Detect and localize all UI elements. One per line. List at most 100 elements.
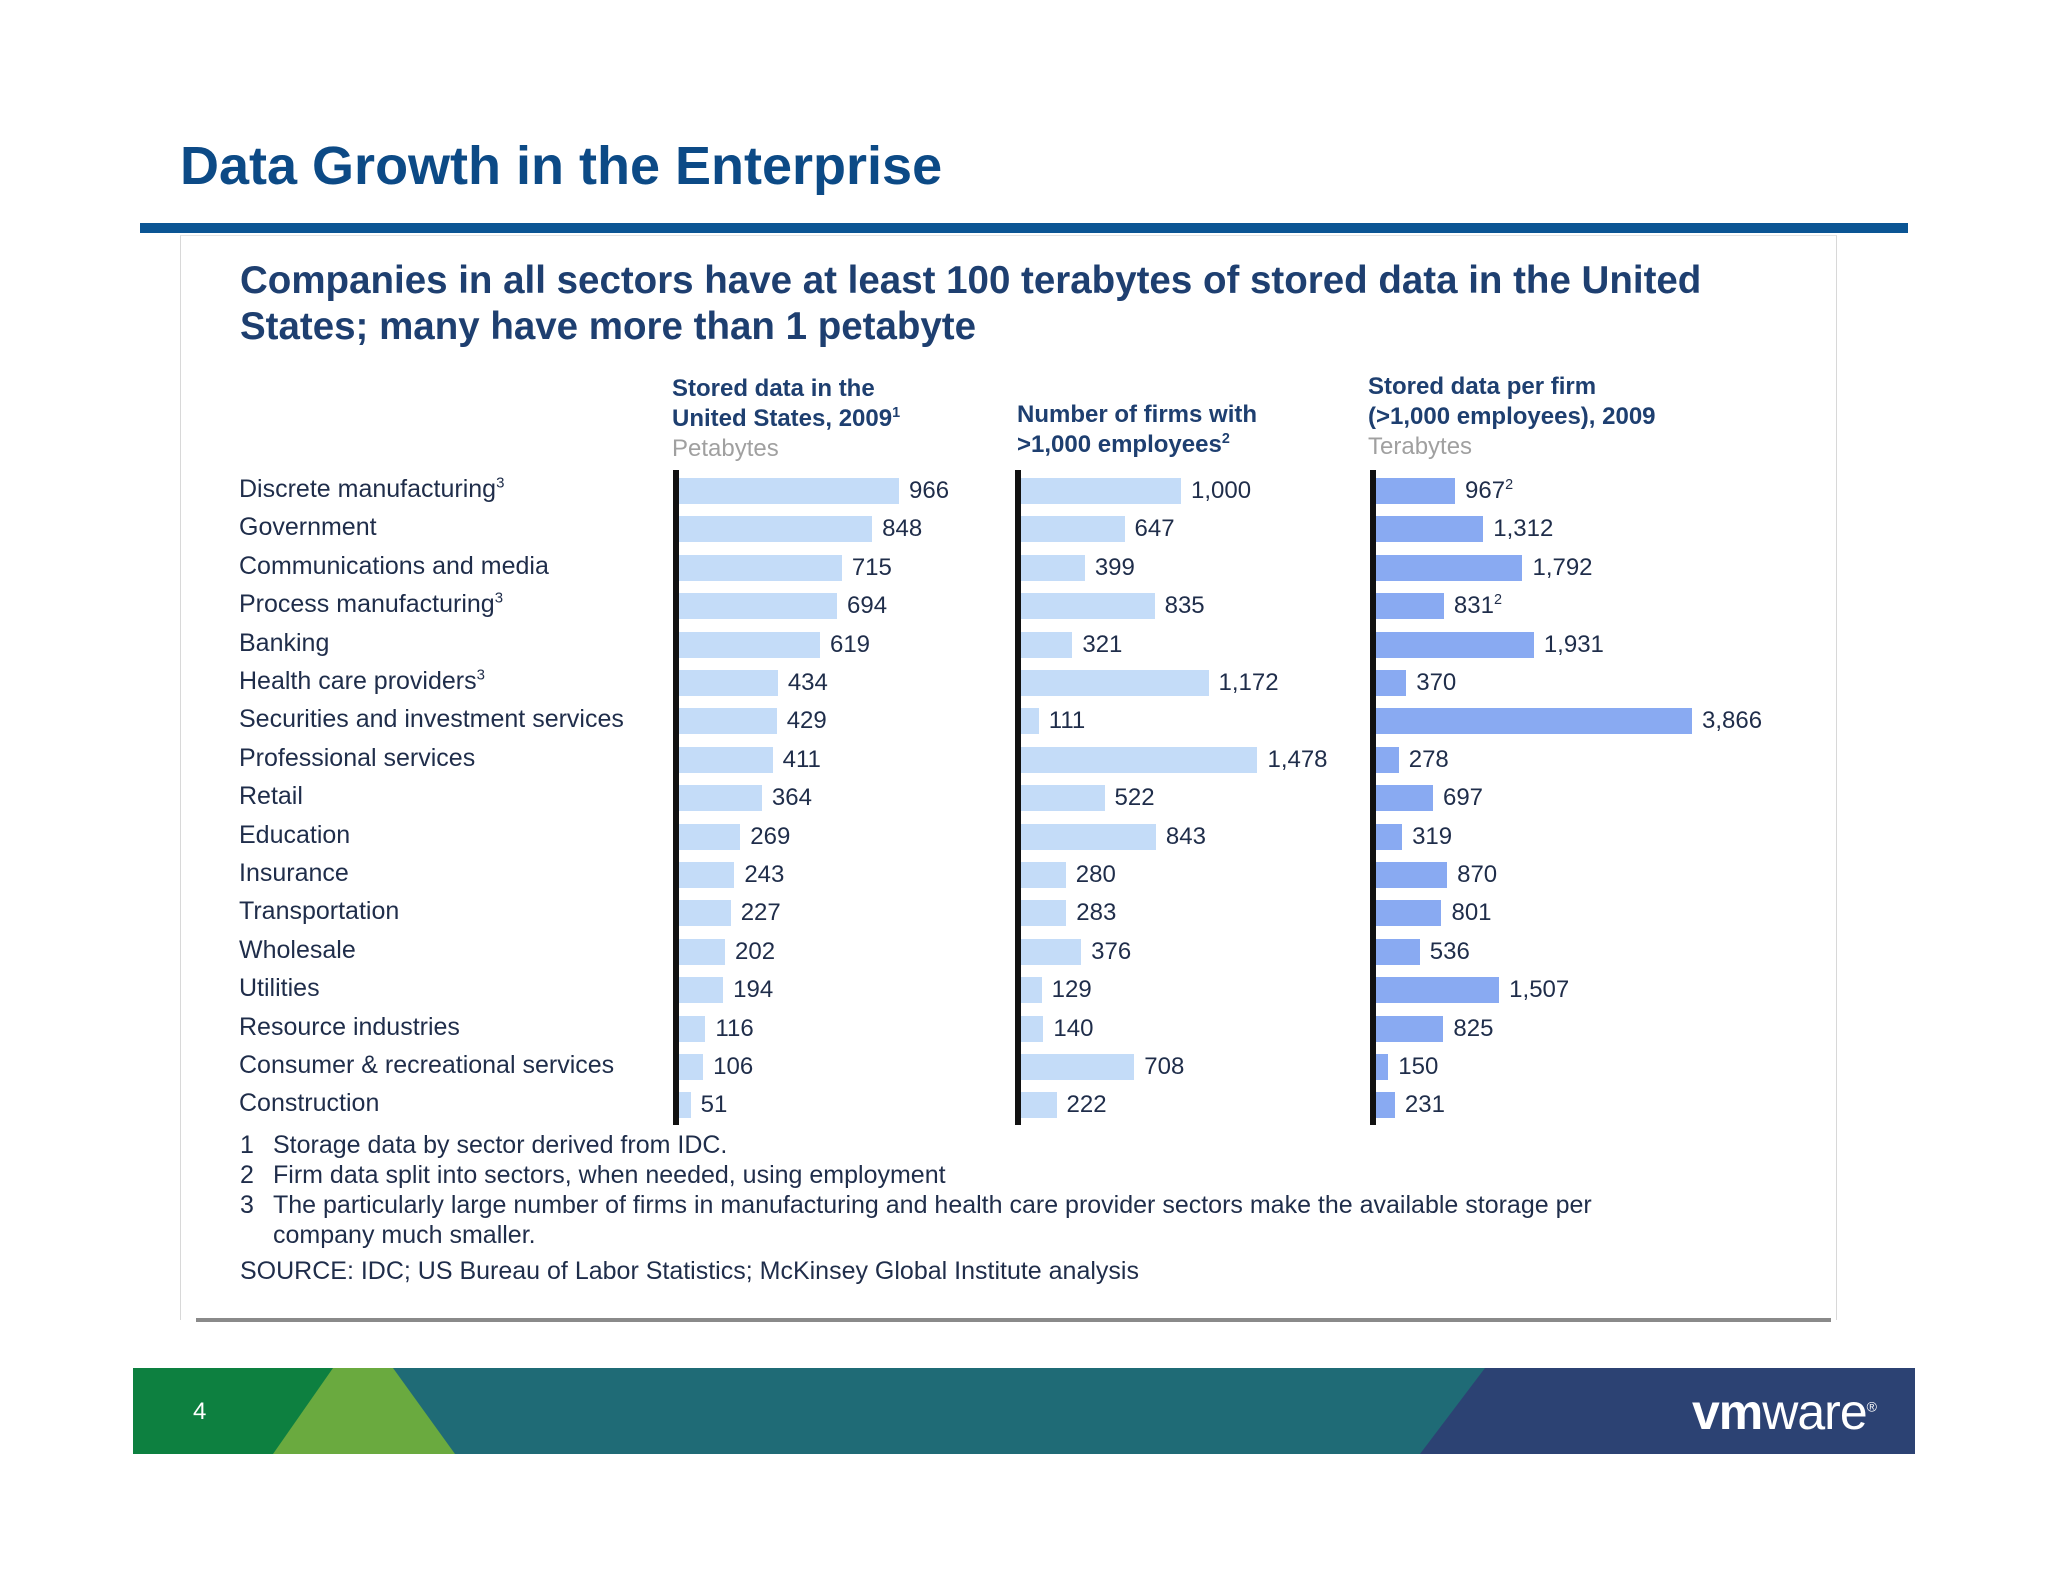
- row-label-text: Securities and investment services: [239, 705, 624, 734]
- bar-value-text: 129: [1051, 976, 1092, 1004]
- bar-number-of-firms: [1021, 554, 1085, 581]
- row-label-text: Construction: [239, 1089, 380, 1118]
- bar-value-label: 434: [788, 668, 828, 698]
- bar-value-label: 619: [830, 630, 870, 660]
- axis-number-of-firms: [1015, 470, 1021, 1125]
- bar-value-text: 411: [782, 745, 821, 773]
- row-label-text: Wholesale: [239, 935, 356, 964]
- bar-value-text: 116: [715, 1014, 754, 1042]
- row-label-text: Retail: [239, 782, 303, 811]
- bar-data-per-firm: [1376, 708, 1692, 735]
- bar-data-per-firm: [1376, 746, 1399, 773]
- bar-data-per-firm: [1376, 554, 1523, 581]
- footnote-number: 3: [240, 1191, 254, 1219]
- bar-value-label: 150: [1398, 1052, 1438, 1082]
- bar-data-per-firm: [1376, 516, 1484, 543]
- bar-number-of-firms: [1021, 823, 1156, 850]
- row-label-text: Education: [239, 820, 351, 849]
- footnote-2: 2 Firm data split into sectors, when need…: [240, 1160, 946, 1190]
- bar-value-text: 429: [786, 707, 827, 735]
- column-header-line: Number of firms with: [1017, 401, 1258, 428]
- row-label-text: Government: [239, 513, 377, 542]
- bar-number-of-firms: [1021, 593, 1155, 620]
- bar-value-text: 708: [1144, 1053, 1185, 1080]
- bar-value-label: 231: [1405, 1090, 1445, 1120]
- bar-stored-data: [679, 900, 731, 927]
- footnote-text: Storage data by sector derived from IDC.: [273, 1131, 728, 1159]
- row-label-text: Process manufacturing: [239, 590, 495, 619]
- row-label: Government: [239, 512, 377, 542]
- bar-value-text: 434: [787, 669, 828, 696]
- bar-data-per-firm: [1376, 862, 1448, 888]
- footnote-1: 1 Storage data by sector derived from IDC…: [240, 1130, 727, 1160]
- bar-value-label: 129: [1052, 975, 1092, 1005]
- bar-number-of-firms: [1021, 977, 1042, 1004]
- panel-bottom-edge: [196, 1318, 1831, 1322]
- bar-value-text: 376: [1091, 937, 1132, 965]
- bar-value-text: 140: [1053, 1014, 1094, 1042]
- row-label-text: Communications and media: [239, 551, 549, 580]
- bar-data-per-firm: [1376, 823, 1403, 850]
- row-label-text: Banking: [239, 628, 330, 657]
- title-rule: [140, 223, 1908, 233]
- bar-number-of-firms: [1021, 708, 1039, 735]
- row-label-text: Resource industries: [239, 1012, 460, 1041]
- bar-value-label: 51: [701, 1090, 728, 1120]
- row-label-text: Consumer & recreational services: [239, 1051, 615, 1079]
- bar-value-label: 269: [750, 822, 790, 852]
- bar-value-text: 111: [1048, 707, 1086, 735]
- bar-data-per-firm: [1376, 938, 1420, 965]
- row-label: Securities and investment services: [239, 704, 624, 734]
- footnote-number: 1: [240, 1131, 254, 1159]
- bar-value-text: 1,172: [1218, 669, 1279, 696]
- footnote-marker: 3: [496, 474, 505, 492]
- bar-data-per-firm: [1376, 1092, 1395, 1119]
- bar-value-text: 1,792: [1532, 553, 1593, 581]
- bar-value-text: 231: [1404, 1091, 1445, 1119]
- bar-value-label: 202: [735, 937, 775, 967]
- bar-value-label: 222: [1067, 1090, 1107, 1120]
- row-label: Utilities: [239, 973, 320, 1003]
- bar-number-of-firms: [1021, 938, 1082, 965]
- footnote-marker: 3: [494, 589, 504, 607]
- bar-stored-data: [679, 1092, 691, 1119]
- bar-value-text: 227: [740, 899, 781, 927]
- row-label-text: Transportation: [239, 897, 400, 926]
- footnote-3: 3 The particularly large number of firms …: [240, 1190, 1592, 1220]
- bar-value-text: 150: [1398, 1053, 1439, 1080]
- bar-stored-data: [679, 554, 842, 581]
- footnote-marker: 2: [1505, 477, 1514, 493]
- bar-value-text: 364: [771, 784, 812, 812]
- bar-stored-data: [679, 593, 838, 620]
- row-label-text: Insurance: [239, 859, 349, 887]
- bar-data-per-firm: [1376, 1054, 1389, 1080]
- bar-value-text: 843: [1165, 822, 1206, 850]
- column-header-line: Stored data in the: [672, 375, 875, 402]
- bar-value-label: 370: [1416, 668, 1456, 698]
- bar-stored-data: [679, 746, 773, 773]
- bar-value-label: 278: [1409, 745, 1449, 775]
- footnote-text: Firm data split into sectors, when neede…: [273, 1161, 946, 1189]
- bar-number-of-firms: [1021, 785, 1105, 812]
- footnote-marker: 2: [1493, 592, 1502, 609]
- footnote-3-continued: company much smaller.: [273, 1221, 536, 1249]
- bar-value-label: 1,172: [1219, 668, 1279, 698]
- bar-number-of-firms: [1021, 670, 1209, 696]
- column-header-number-of-firms: Number of firms with >1,000 employees2: [1017, 400, 1257, 460]
- row-label: Health care providers3: [239, 666, 485, 696]
- bar-value-text: 619: [829, 630, 871, 658]
- bar-stored-data: [679, 478, 899, 504]
- bar-value-text: 1,507: [1509, 976, 1570, 1004]
- bar-data-per-firm: [1376, 631, 1534, 658]
- bar-number-of-firms: [1021, 746, 1258, 773]
- bar-value-label: 848: [882, 514, 922, 544]
- bar-value-text: 321: [1082, 630, 1123, 658]
- bar-data-per-firm: [1376, 478, 1456, 504]
- bar-value-label: 376: [1091, 937, 1131, 967]
- bar-stored-data: [679, 708, 777, 735]
- bar-data-per-firm: [1376, 670, 1407, 696]
- chart-headline: Companies in all sectors have at least 1…: [240, 259, 1702, 348]
- bar-number-of-firms: [1021, 900, 1067, 927]
- row-label-text: Discrete manufacturing: [239, 475, 497, 503]
- bar-value-text: 694: [847, 592, 888, 620]
